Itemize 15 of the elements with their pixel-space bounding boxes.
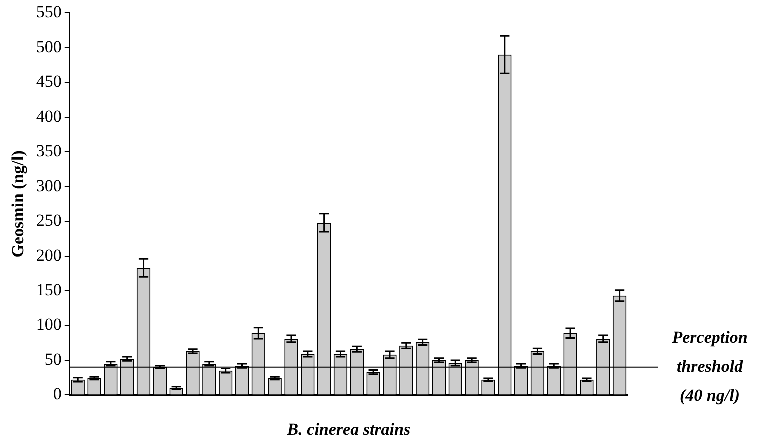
y-tick-label: 400: [36, 106, 62, 126]
y-tick-label: 50: [44, 350, 62, 369]
y-tick-label: 500: [36, 37, 62, 56]
y-tick-label: 450: [36, 72, 62, 92]
y-tick-label: 0: [53, 384, 62, 404]
y-tick-label: 150: [36, 280, 62, 300]
y-tick-label: 350: [36, 142, 62, 161]
y-tick-label: 250: [36, 211, 62, 230]
y-tick-label: 550: [36, 2, 62, 22]
ref-line-label: Perception threshold (40 ng/l): [671, 328, 748, 405]
y-tick-label: 100: [36, 315, 62, 334]
y-tick-label: 200: [36, 246, 62, 265]
y-tick-label: 300: [36, 176, 62, 196]
x-axis-title: B. cinerea strains: [286, 420, 411, 440]
y-axis-title: Geosmin (ng/l): [8, 150, 28, 258]
